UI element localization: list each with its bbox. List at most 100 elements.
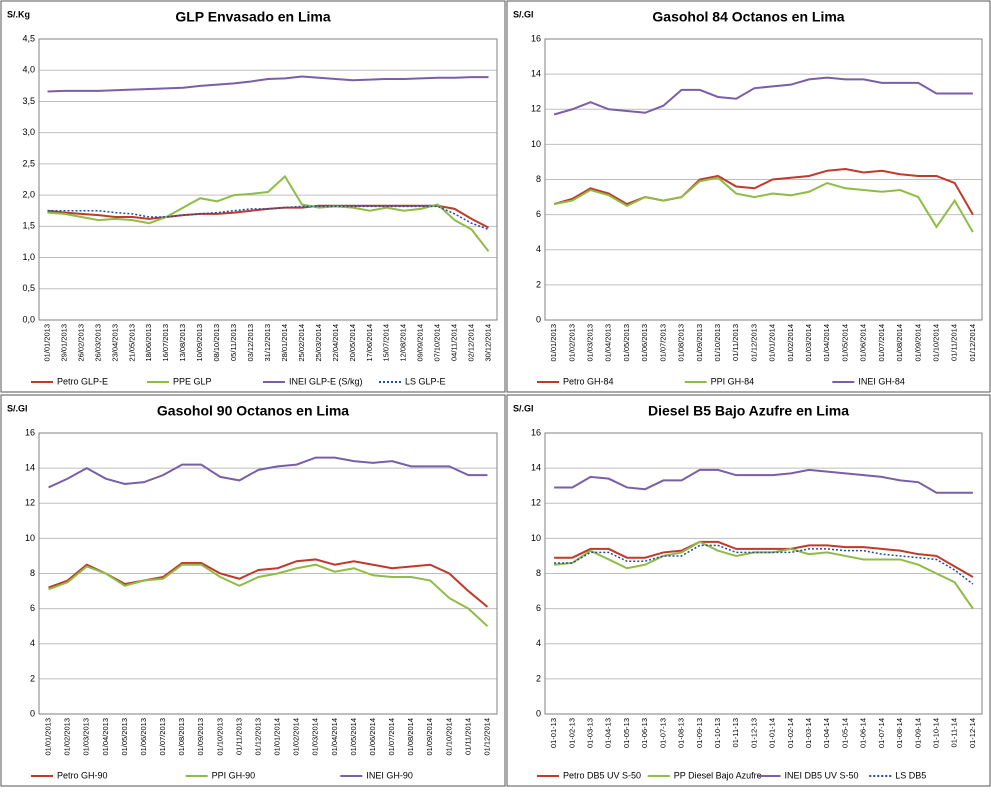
y-tick-label: 1,0 (22, 252, 35, 262)
legend-label: INEI GLP-E (S/kg) (289, 376, 363, 386)
x-tick-label: 01-07-14 (877, 718, 886, 748)
x-tick-label: 01-02-13 (567, 718, 576, 748)
series-line (553, 76, 973, 116)
x-tick-label: 01/11/2013 (731, 324, 740, 361)
chart-panel: GLP Envasado en Lima S/.Kg 0,0 0,5 1,0 1,5 2,0… (0, 0, 506, 393)
x-tick-label: 01/11/2014 (463, 718, 472, 755)
x-tick-label: 01/05/2013 (622, 324, 631, 362)
y-tick-label: 0 (536, 314, 541, 324)
x-tick-label: 01/02/2013 (567, 324, 576, 362)
x-tick-label: 08/10/2013 (212, 324, 221, 362)
x-tick-label: 01/06/2014 (859, 324, 868, 362)
x-tick-label: 01-08-13 (677, 718, 686, 748)
y-tick-label: 2 (30, 673, 35, 683)
x-tick-label: 01-05-14 (840, 718, 849, 748)
x-tick-label: 02/12/2014 (467, 324, 476, 362)
x-tick-label: 03/12/2013 (246, 324, 255, 362)
x-tick-label: 01/04/2013 (101, 718, 110, 756)
x-tick-label: 17/06/2014 (365, 324, 374, 362)
y-tick-label: 16 (531, 33, 541, 43)
legend-label: PPE GLP (173, 376, 212, 386)
y-tick-label: 10 (25, 533, 35, 543)
x-tick-label: 01/09/2013 (196, 718, 205, 756)
y-tick-label: 2 (536, 673, 541, 683)
panel-border (0, 394, 506, 787)
x-tick-label: 21/05/2013 (127, 324, 136, 362)
legend-label: Petro GH-84 (563, 376, 614, 386)
x-tick-label: 01/10/2013 (713, 324, 722, 362)
y-tick-label: 4 (30, 638, 35, 648)
x-tick-label: 01/07/2014 (877, 324, 886, 362)
x-tick-label: 28/01/2014 (280, 324, 289, 362)
x-tick-label: 29/01/2013 (59, 324, 68, 362)
y-tick-label: 10 (531, 139, 541, 149)
x-tick-label: 04/11/2014 (450, 324, 459, 361)
x-tick-label: 01/03/2013 (82, 718, 91, 756)
x-tick-label: 01/09/2014 (913, 324, 922, 362)
y-tick-label: 10 (531, 533, 541, 543)
y-tick-label: 4,5 (22, 33, 35, 43)
x-tick-label: 01/07/2013 (158, 718, 167, 756)
x-tick-label: 26/02/2013 (76, 324, 85, 362)
x-tick-label: 01-11-14 (950, 718, 959, 747)
x-tick-label: 16/07/2013 (161, 324, 170, 362)
chart-title: Gasohol 84 Octanos en Lima (652, 9, 844, 25)
panel-border (0, 0, 506, 393)
series-line (47, 75, 489, 93)
x-tick-label: 25/03/2014 (314, 324, 323, 362)
x-tick-label: 18/06/2013 (144, 324, 153, 362)
plot-area (38, 38, 498, 321)
x-tick-label: 12/08/2014 (399, 324, 408, 362)
x-tick-label: 01/02/2014 (786, 324, 795, 362)
x-tick-label: 01-07-13 (658, 718, 667, 748)
x-tick-label: 23/04/2013 (110, 324, 119, 362)
series-line (47, 205, 489, 231)
x-tick-label: 01/06/2013 (139, 718, 148, 756)
legend-label: INEI DB5 UV S-50 (785, 770, 859, 780)
x-tick-label: 01/07/2014 (387, 718, 396, 756)
panel-border (506, 394, 991, 787)
x-tick-label: 01/01/2013 (549, 324, 558, 362)
chart-panel: Gasohol 84 Octanos en Lima S/.Gl 0 2 4 6 8 10 12… (506, 0, 991, 393)
x-tick-label: 01-06-14 (859, 718, 868, 748)
y-tick-label: 14 (531, 69, 541, 79)
x-tick-label: 01/01/2013 (44, 718, 53, 756)
y-tick-label: 6 (30, 603, 35, 613)
y-tick-label: 0,5 (22, 283, 35, 293)
x-tick-label: 01/07/2013 (658, 324, 667, 362)
x-tick-label: 01-11-13 (731, 718, 740, 747)
series-line (554, 468, 973, 494)
x-tick-label: 07/10/2014 (433, 324, 442, 362)
series-line (47, 174, 490, 252)
x-tick-label: 01-12-13 (749, 718, 758, 748)
legend-label: PPI GH-84 (711, 376, 755, 386)
legend-label: LS DB5 (895, 770, 926, 780)
y-tick-label: 16 (25, 427, 35, 437)
x-tick-label: 25/02/2014 (297, 324, 306, 362)
x-tick-label: 13/08/2013 (178, 324, 187, 362)
x-tick-label: 01-02-14 (786, 718, 795, 748)
y-tick-label: 12 (531, 104, 541, 114)
series-line (554, 540, 974, 578)
x-tick-label: 15/07/2014 (382, 324, 391, 362)
x-tick-label: 01-12-14 (968, 718, 977, 748)
series-line (554, 540, 974, 610)
y-tick-label: 4 (536, 244, 541, 254)
plot-area (544, 432, 983, 715)
x-tick-label: 01/06/2013 (640, 324, 649, 362)
y-tick-label: 8 (30, 568, 35, 578)
x-tick-label: 01-03-14 (804, 718, 813, 748)
y-tick-label: 0 (536, 708, 541, 718)
x-tick-label: 01/02/2014 (292, 718, 301, 756)
x-tick-label: 01/04/2013 (604, 324, 613, 362)
series-line (48, 456, 488, 489)
legend-label: INEI GH-84 (858, 376, 905, 386)
x-tick-label: 01/02/2013 (63, 718, 72, 756)
x-tick-label: 01/08/2014 (895, 324, 904, 362)
y-tick-label: 0 (30, 708, 35, 718)
x-tick-label: 01/11/2013 (234, 718, 243, 755)
x-tick-label: 01-08-14 (895, 718, 904, 748)
x-tick-label: 05/11/2013 (229, 324, 238, 361)
x-tick-label: 01/01/2014 (768, 324, 777, 362)
